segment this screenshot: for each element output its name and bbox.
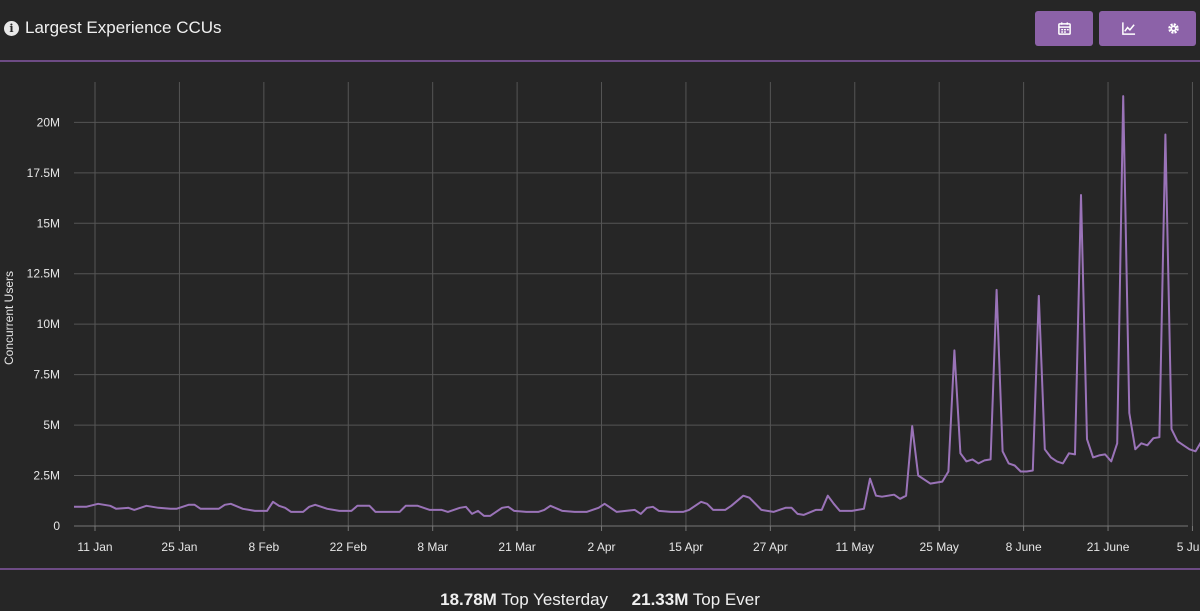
- header-divider: [0, 60, 1200, 62]
- x-tick-label: 8 June: [1006, 540, 1042, 554]
- x-tick-label: 21 Mar: [498, 540, 535, 554]
- x-tick-label: 15 Apr: [669, 540, 704, 554]
- y-tick-label: 15M: [37, 216, 60, 230]
- x-tick-label: 5 July: [1177, 540, 1200, 554]
- line-chart-icon: [1121, 22, 1135, 35]
- x-tick-label: 25 May: [920, 540, 959, 554]
- x-tick-label: 27 Apr: [753, 540, 788, 554]
- y-tick-label: 5M: [43, 418, 60, 432]
- top-ever-label: Top Ever: [692, 590, 760, 609]
- gear-icon: [1168, 23, 1179, 34]
- x-tick-label: 11 May: [836, 540, 874, 554]
- top-yesterday-label: Top Yesterday: [501, 590, 609, 609]
- x-tick-label: 25 Jan: [161, 540, 197, 554]
- chart-header: i Largest Experience CCUs: [0, 0, 1200, 60]
- x-tick-label: 2 Apr: [588, 540, 616, 554]
- y-tick-label: 10M: [37, 317, 60, 331]
- x-tick-label: 8 Feb: [248, 540, 279, 554]
- chart-type-button[interactable]: [1099, 11, 1157, 46]
- calendar-icon: [1057, 22, 1071, 35]
- title-block: i Largest Experience CCUs: [4, 18, 222, 38]
- y-tick-label: 0: [53, 519, 60, 533]
- top-yesterday-value: 18.78M: [440, 590, 497, 609]
- info-icon[interactable]: i: [4, 20, 19, 36]
- y-tick-label: 2.5M: [33, 469, 60, 483]
- x-tick-label: 21 June: [1087, 540, 1130, 554]
- settings-button[interactable]: [1151, 11, 1196, 46]
- y-tick-label: 20M: [37, 115, 60, 129]
- footer-divider: [0, 568, 1200, 570]
- x-tick-label: 11 Jan: [77, 540, 112, 554]
- y-tick-label: 12.5M: [27, 267, 60, 281]
- top-ever-value: 21.33M: [631, 590, 689, 609]
- line-chart: 0 2.5M 5M 7.5M 10M 12.5M 15M 17.5M 20M 11 Jan 25 J…: [2, 82, 1200, 554]
- calendar-button[interactable]: [1035, 11, 1093, 46]
- y-tick-label: 17.5M: [27, 166, 60, 180]
- y-axis-label: Concurrent Users: [2, 271, 16, 365]
- y-tick-label: 7.5M: [33, 368, 60, 382]
- stats-footer: 18.78M Top Yesterday 21.33M Top Ever: [0, 590, 1200, 610]
- chart-title: Largest Experience CCUs: [25, 18, 222, 37]
- series-line: [74, 95, 1200, 517]
- x-tick-label: 8 Mar: [417, 540, 448, 554]
- x-tick-label: 22 Feb: [330, 540, 368, 554]
